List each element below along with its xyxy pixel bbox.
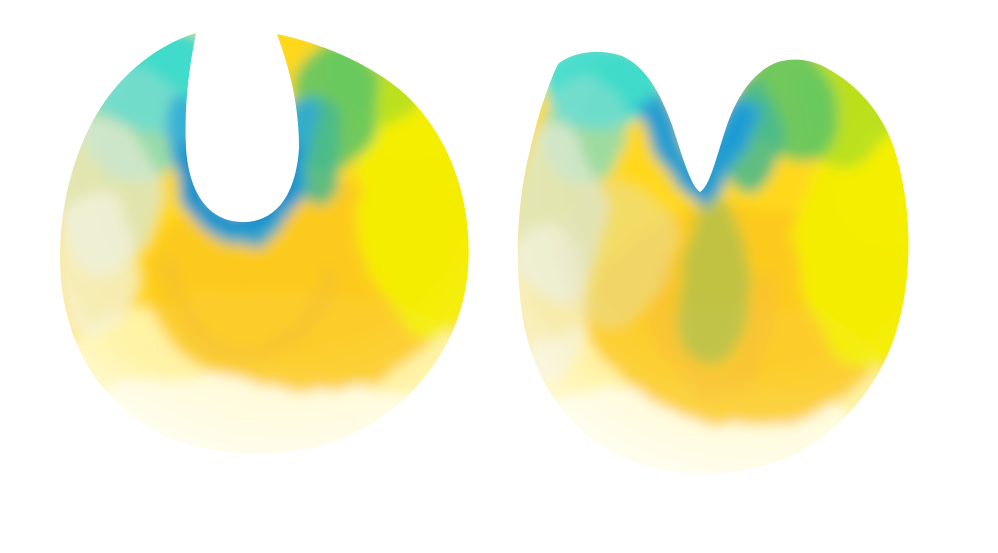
left-blob-figure	[60, 33, 469, 454]
right-blue-valley-rim	[643, 95, 754, 207]
right-amber-arc	[651, 264, 777, 400]
left-cream-bottom	[60, 370, 469, 454]
left-amber-arc	[158, 253, 342, 364]
right-blob-figure	[517, 51, 909, 474]
right-khaki-patch	[557, 180, 667, 320]
left-pale-cream-patch	[60, 190, 140, 340]
right-khaki-green-streak	[679, 200, 751, 370]
left-blue-notch-rim	[173, 134, 310, 237]
